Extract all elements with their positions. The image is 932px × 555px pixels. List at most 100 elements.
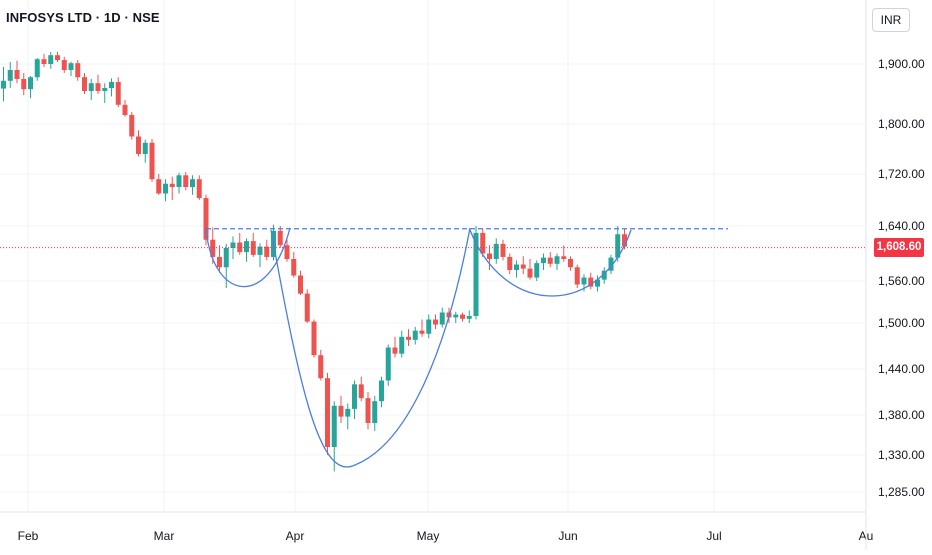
candle[interactable] xyxy=(284,239,290,262)
candle[interactable] xyxy=(34,58,40,81)
candle[interactable] xyxy=(487,245,492,270)
candle[interactable] xyxy=(514,260,519,278)
candle[interactable] xyxy=(196,175,202,200)
candle[interactable] xyxy=(298,270,303,295)
candle[interactable] xyxy=(325,372,330,455)
candle[interactable] xyxy=(412,326,418,345)
candle[interactable] xyxy=(95,74,101,94)
candle[interactable] xyxy=(264,239,270,261)
candle[interactable] xyxy=(500,239,506,261)
candle[interactable] xyxy=(7,62,13,88)
candle[interactable] xyxy=(169,176,175,200)
candle[interactable] xyxy=(392,336,398,358)
candle[interactable] xyxy=(21,73,27,96)
candle[interactable] xyxy=(163,179,168,202)
candle[interactable] xyxy=(615,226,621,262)
candle-body xyxy=(75,63,81,78)
candle[interactable] xyxy=(75,60,81,81)
candle-body xyxy=(163,183,168,194)
candle[interactable] xyxy=(1,67,6,102)
candle-body xyxy=(250,241,256,255)
candle[interactable] xyxy=(345,403,351,430)
candle[interactable] xyxy=(318,349,324,381)
candle[interactable] xyxy=(223,243,229,288)
candle[interactable] xyxy=(136,130,141,157)
candle[interactable] xyxy=(190,175,195,195)
candle[interactable] xyxy=(304,289,310,323)
candle[interactable] xyxy=(237,232,243,255)
candle[interactable] xyxy=(122,100,128,117)
candle[interactable] xyxy=(426,314,432,339)
candle[interactable] xyxy=(608,254,614,275)
candle-body xyxy=(379,380,384,402)
candle[interactable] xyxy=(88,79,94,100)
candle-body xyxy=(514,264,519,270)
candle[interactable] xyxy=(102,83,108,103)
candle[interactable] xyxy=(311,319,317,358)
candle[interactable] xyxy=(379,376,384,408)
candle[interactable] xyxy=(365,392,371,430)
candle[interactable] xyxy=(142,139,148,163)
candle[interactable] xyxy=(250,232,256,257)
candle-body xyxy=(541,257,546,264)
candle[interactable] xyxy=(601,267,607,284)
candle[interactable] xyxy=(588,272,594,290)
candle[interactable] xyxy=(217,245,222,273)
candle[interactable] xyxy=(466,310,472,323)
candle[interactable] xyxy=(547,252,553,268)
candle[interactable] xyxy=(28,76,33,99)
candle[interactable] xyxy=(48,52,54,69)
candle[interactable] xyxy=(176,172,182,194)
candle[interactable] xyxy=(230,236,236,259)
candle[interactable] xyxy=(338,395,344,423)
candle[interactable] xyxy=(82,73,87,94)
candle[interactable] xyxy=(385,344,391,386)
candle[interactable] xyxy=(331,401,337,472)
candle[interactable] xyxy=(520,256,526,275)
candle[interactable] xyxy=(55,52,60,62)
candle[interactable] xyxy=(480,228,486,257)
candle[interactable] xyxy=(14,60,20,84)
candle[interactable] xyxy=(68,61,74,76)
candle[interactable] xyxy=(433,314,438,330)
candle[interactable] xyxy=(257,243,263,268)
candle[interactable] xyxy=(244,238,249,262)
candle-body xyxy=(500,243,506,257)
candle[interactable] xyxy=(372,395,378,431)
candle[interactable] xyxy=(473,226,479,320)
candle[interactable] xyxy=(419,319,425,337)
candle[interactable] xyxy=(149,139,155,182)
candle[interactable] xyxy=(115,77,121,108)
candle[interactable] xyxy=(358,376,364,402)
candle[interactable] xyxy=(439,307,445,328)
candle[interactable] xyxy=(277,226,283,248)
candle[interactable] xyxy=(568,256,573,271)
candle[interactable] xyxy=(534,260,540,281)
candle[interactable] xyxy=(541,253,546,271)
candle[interactable] xyxy=(61,56,67,73)
candle-body xyxy=(183,175,189,187)
candle[interactable] xyxy=(291,252,297,278)
candle[interactable] xyxy=(406,329,411,346)
candle[interactable] xyxy=(453,311,459,323)
candle[interactable] xyxy=(574,264,580,289)
candle[interactable] xyxy=(460,312,465,322)
candle[interactable] xyxy=(156,174,162,195)
candle[interactable] xyxy=(399,330,405,358)
candle[interactable] xyxy=(109,78,114,97)
candle[interactable] xyxy=(493,238,499,264)
candle[interactable] xyxy=(203,194,209,246)
candle[interactable] xyxy=(561,245,567,262)
candle[interactable] xyxy=(183,172,189,191)
candle[interactable] xyxy=(129,112,135,140)
candle[interactable] xyxy=(527,259,533,280)
candle[interactable] xyxy=(41,54,47,67)
currency-button[interactable]: INR xyxy=(872,8,910,32)
candle[interactable] xyxy=(595,275,600,292)
candle[interactable] xyxy=(554,253,560,271)
candle[interactable] xyxy=(507,253,513,275)
chart-title: INFOSYS LTD · 1D · NSE xyxy=(6,10,160,25)
candle-body xyxy=(136,136,141,154)
candle[interactable] xyxy=(352,380,357,420)
